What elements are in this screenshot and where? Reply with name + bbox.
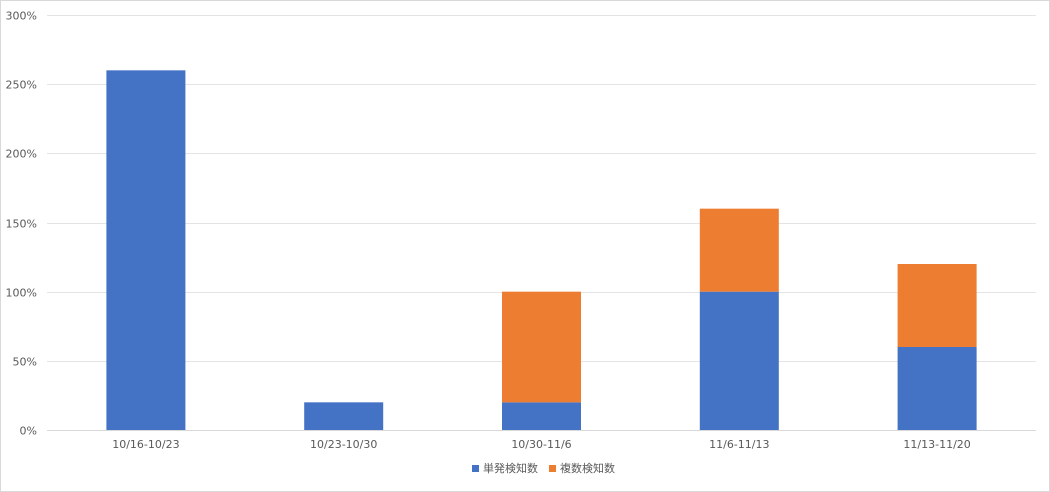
legend-swatch-1 [472,465,479,472]
x-tick-label: 11/6-11/13 [709,438,769,451]
bar-series-1-1 [106,70,186,430]
y-tick-label: 0% [20,425,37,438]
y-tick-label: 200% [6,148,37,161]
bar-series-2-3 [502,291,581,403]
y-tick-label: 50% [13,356,37,369]
x-tick-label: 10/23-10/30 [310,438,377,451]
y-axis-tick-labels: 0% 50% 100% 150% 200% 250% 300% [6,10,37,438]
bar-series-1-3 [502,402,581,430]
bar-series-2-4 [699,208,779,292]
x-tick-label: 10/30-11/6 [511,438,571,451]
y-tick-label: 100% [6,287,37,300]
bar-series-1-5 [897,347,977,430]
y-tick-label: 300% [6,10,37,23]
y-tick-label: 250% [6,79,37,92]
bar-series-1-2 [304,402,384,430]
legend: 単発検知数 複数検知数 [472,461,615,475]
x-tick-label: 10/16-10/23 [112,438,179,451]
x-tick-label: 11/13-11/20 [903,438,970,451]
legend-label-2: 複数検知数 [560,461,615,475]
gridlines [47,15,1036,431]
bars [106,70,977,430]
bar-series-2-5 [897,264,977,347]
x-axis-tick-labels: 10/16-10/23 10/23-10/30 10/30-11/6 11/6-11/… [112,438,971,451]
legend-label-1: 単発検知数 [483,461,538,475]
y-tick-label: 150% [6,218,37,231]
bar-series-1-4 [699,291,779,430]
legend-swatch-2 [549,465,556,472]
